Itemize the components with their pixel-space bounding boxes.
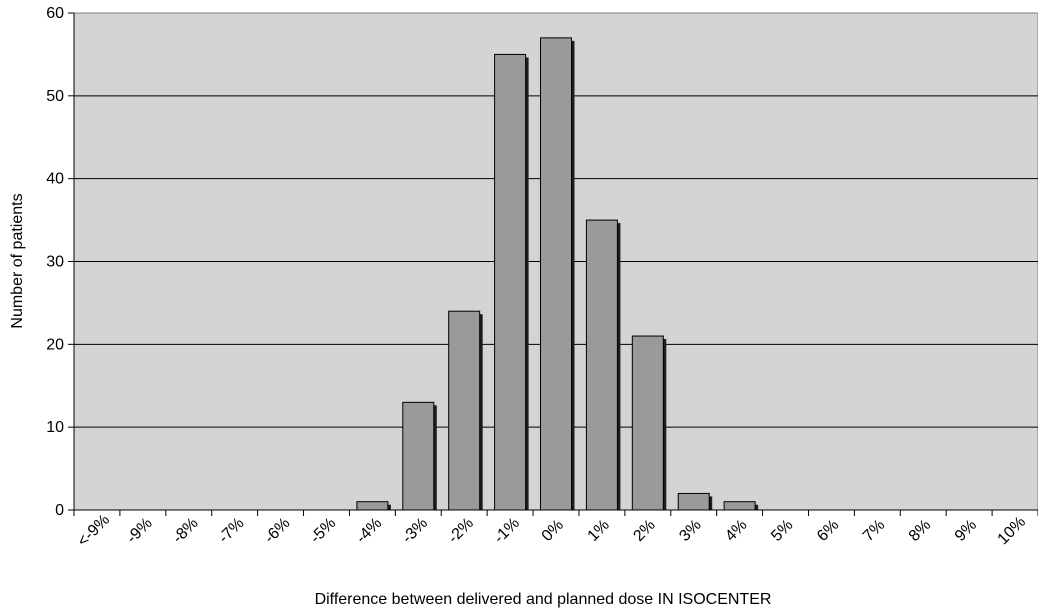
x-tick-label: 6%: [814, 517, 842, 545]
x-axis-title: Difference between delivered and planned…: [315, 591, 772, 608]
bars: [356, 37, 759, 511]
x-tick-label: -3%: [399, 515, 431, 547]
x-tick-label: -5%: [307, 515, 339, 547]
y-tick-label: 60: [46, 5, 64, 22]
y-tick-label: 10: [46, 419, 64, 436]
bar: [723, 501, 756, 511]
bar: [402, 401, 435, 511]
bar: [631, 335, 664, 511]
bar: [677, 492, 710, 511]
x-tick-label: -8%: [170, 515, 202, 547]
bar: [585, 219, 618, 511]
x-tick-label: 2%: [630, 517, 658, 545]
x-tick-label: -6%: [261, 515, 293, 547]
x-tick-label: -7%: [215, 515, 247, 547]
x-tick-label: 3%: [676, 517, 704, 545]
y-tick-label: 20: [46, 336, 64, 353]
y-tick-label: 50: [46, 88, 64, 105]
y-tick-label: 0: [55, 502, 64, 519]
y-axis-title: Number of patients: [9, 193, 26, 328]
x-tick-label: -2%: [445, 515, 477, 547]
x-tick-label: -1%: [491, 515, 523, 547]
y-tick-label: 30: [46, 254, 64, 271]
x-tick-label: 0%: [539, 517, 567, 545]
bar: [494, 53, 527, 511]
x-tick-label: <-9%: [74, 511, 113, 550]
x-axis-ticks: <-9% -9% -8% -7% -6% -5% -4% -3% -2% -1% 0% 1% 2% 3% 4…: [73, 510, 1038, 550]
x-tick-label: 8%: [906, 517, 934, 545]
bar: [448, 310, 481, 511]
bar: [356, 501, 389, 511]
x-tick-label: 1%: [585, 517, 613, 545]
x-tick-label: -9%: [124, 515, 156, 547]
x-tick-label: -4%: [353, 515, 385, 547]
y-tick-label: 40: [46, 171, 64, 188]
x-tick-label: 5%: [768, 517, 796, 545]
bar: [540, 37, 572, 511]
x-tick-label: 10%: [995, 513, 1030, 548]
y-axis-ticks: 0 10 20 30 40 50 60: [46, 5, 74, 519]
x-tick-label: 4%: [722, 517, 750, 545]
x-tick-label: 7%: [860, 517, 888, 545]
x-tick-label: 9%: [952, 517, 980, 545]
